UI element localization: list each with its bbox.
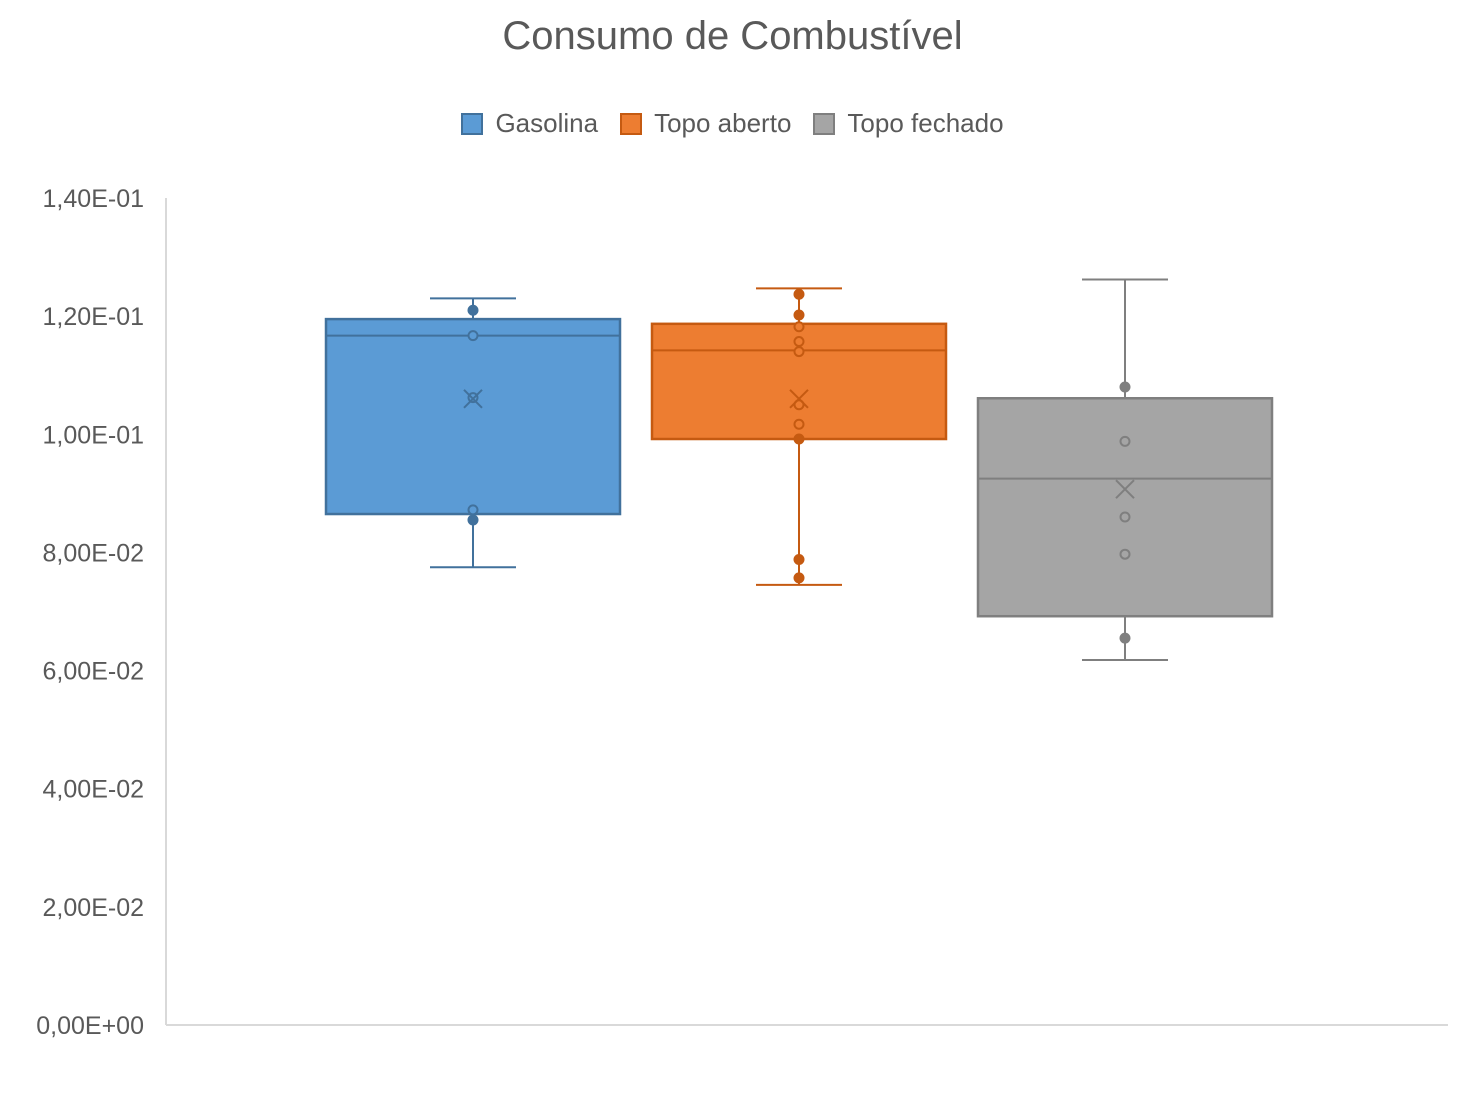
data-point-topo-aberto (793, 433, 805, 445)
y-tick-label: 8,00E-02 (43, 539, 144, 567)
y-tick-label: 1,40E-01 (43, 185, 144, 213)
legend-item-gasolina[interactable]: Gasolina (461, 108, 598, 139)
data-point-gasolina (467, 514, 479, 526)
chart-title: Consumo de Combustível (502, 14, 963, 58)
legend-swatch-topo-fechado (813, 112, 836, 135)
legend-item-topo-fechado[interactable]: Topo fechado (813, 108, 1004, 139)
box-gasolina (324, 317, 622, 516)
legend-item-topo-aberto[interactable]: Topo aberto (620, 108, 791, 139)
data-point-topo-aberto (793, 572, 805, 584)
data-point-topo-aberto (793, 418, 805, 430)
data-point-topo-aberto (793, 554, 805, 566)
legend-swatch-gasolina (461, 112, 484, 135)
y-tick-label: 1,00E-01 (43, 421, 144, 449)
legend-label-topo-fechado: Topo fechado (847, 108, 1004, 138)
data-point-topo-fechado (1119, 381, 1131, 393)
data-point-topo-fechado (1119, 548, 1131, 560)
data-point-gasolina (467, 504, 479, 516)
y-tick-label: 0,00E+00 (36, 1012, 144, 1040)
data-point-gasolina (467, 304, 479, 316)
legend-label-gasolina: Gasolina (495, 108, 599, 138)
y-tick-label: 4,00E-02 (43, 776, 144, 804)
legend: Gasolina Topo aberto Topo fechado (0, 108, 1465, 139)
data-point-gasolina (467, 330, 479, 342)
legend-label-topo-aberto: Topo aberto (654, 108, 792, 138)
box-topo-fechado (976, 397, 1274, 618)
data-point-topo-aberto (793, 321, 805, 333)
data-point-topo-aberto (793, 336, 805, 348)
y-tick-label: 6,00E-02 (43, 658, 144, 686)
data-point-topo-fechado (1119, 632, 1131, 644)
legend-swatch-topo-aberto (620, 112, 643, 135)
data-point-topo-aberto (793, 288, 805, 300)
data-point-topo-aberto (793, 309, 805, 321)
data-point-topo-fechado (1119, 511, 1131, 523)
mean-marker-gasolina (463, 389, 483, 409)
data-point-topo-aberto (793, 346, 805, 358)
data-point-topo-fechado (1119, 435, 1131, 447)
mean-marker-topo-aberto (789, 389, 809, 409)
mean-marker-topo-fechado (1115, 479, 1135, 499)
y-tick-label: 2,00E-02 (43, 894, 144, 922)
y-tick-label: 1,20E-01 (43, 303, 144, 331)
